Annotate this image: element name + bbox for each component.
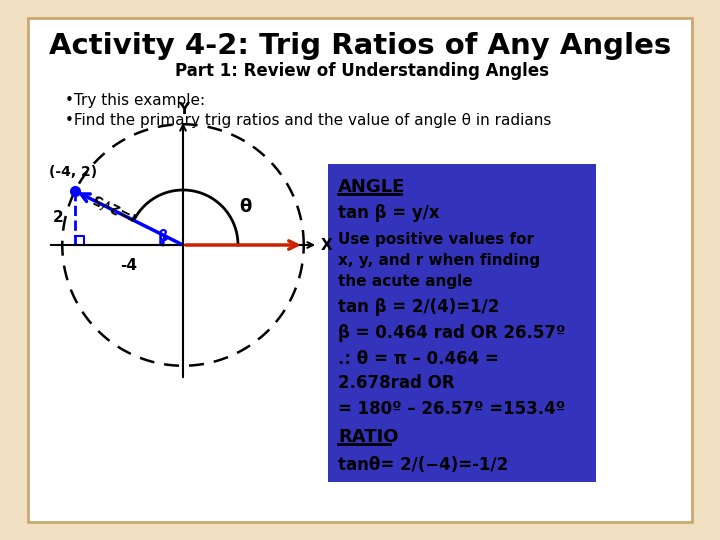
FancyBboxPatch shape [328,164,596,482]
Text: β: β [158,230,168,245]
Text: ANGLE: ANGLE [338,178,405,196]
Text: (-4, 2): (-4, 2) [49,165,97,179]
Text: RATIO: RATIO [338,428,398,446]
Text: X: X [321,238,333,253]
Text: Part 1: Review of Understanding Angles: Part 1: Review of Understanding Angles [175,62,549,80]
Text: .: θ = π – 0.464 =
2.678rad OR: .: θ = π – 0.464 = 2.678rad OR [338,350,499,392]
Text: -4: -4 [120,258,138,273]
Text: tan β = y/x: tan β = y/x [338,204,440,222]
Text: •Try this example:: •Try this example: [65,93,205,108]
Text: θ: θ [239,198,251,216]
Text: tanθ= 2/(−4)=-1/2: tanθ= 2/(−4)=-1/2 [338,456,508,474]
Text: = 180º – 26.57º =153.4º: = 180º – 26.57º =153.4º [338,400,565,418]
Text: Y: Y [179,102,189,117]
Text: tan β = 2/(4)=1/2: tan β = 2/(4)=1/2 [338,298,500,316]
Text: •Find the primary trig ratios and the value of angle θ in radians: •Find the primary trig ratios and the va… [65,113,552,128]
Text: Activity 4-2: Trig Ratios of Any Angles: Activity 4-2: Trig Ratios of Any Angles [49,32,671,60]
Text: 2: 2 [53,211,63,226]
Text: r=2√5: r=2√5 [89,189,137,222]
Text: Use positive values for
x, y, and r when finding
the acute angle: Use positive values for x, y, and r when… [338,232,540,289]
FancyBboxPatch shape [28,18,692,522]
Text: β = 0.464 rad OR 26.57º: β = 0.464 rad OR 26.57º [338,324,565,342]
